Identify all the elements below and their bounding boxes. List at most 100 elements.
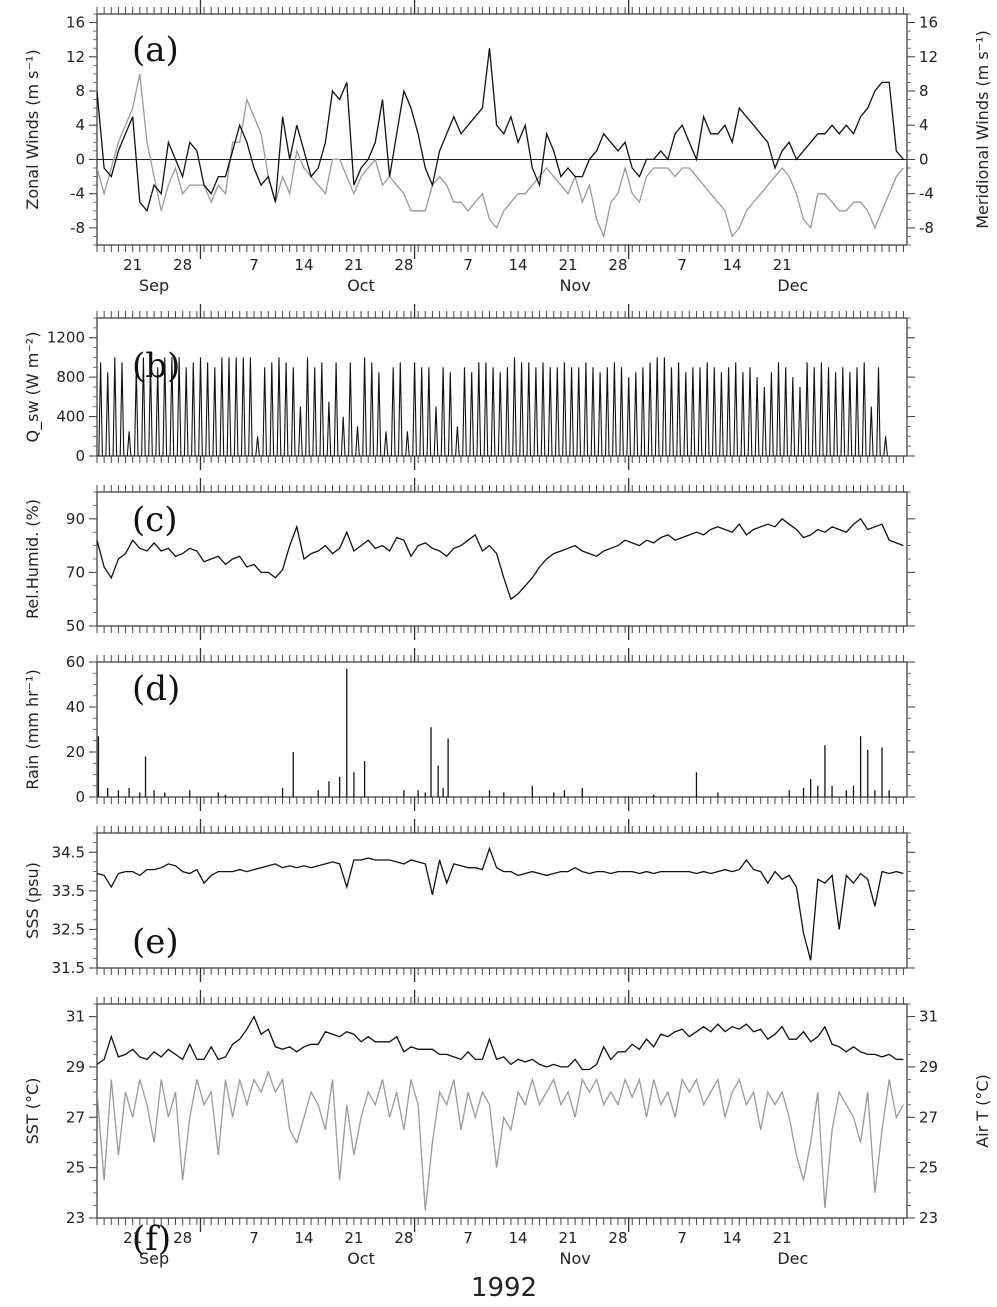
y-tick-label: 90	[66, 510, 85, 528]
day-ticks	[96, 997, 904, 1225]
month-label: Sep	[139, 1249, 169, 1268]
y-tick-label: 4	[75, 116, 85, 134]
day-tick-label: 7	[249, 256, 259, 274]
day-tick-label: 21	[558, 256, 577, 274]
y-axis-title: Rel.Humid. (%)	[23, 499, 42, 619]
day-ticks	[96, 7, 904, 252]
y2-tick-label: -4	[919, 185, 934, 203]
y-tick-label: -8	[70, 219, 85, 237]
y-tick-label: 0	[75, 150, 85, 168]
y2-tick-label: 31	[919, 1008, 938, 1026]
y2-tick-label: 25	[919, 1159, 938, 1177]
day-tick-label: 14	[723, 256, 742, 274]
month-label: Oct	[347, 276, 375, 295]
panel-c: 50 70 90 Rel.Humid. (%) (c)	[23, 478, 915, 640]
y-axis-title: Zonal Winds (m s⁻¹)	[23, 49, 42, 209]
y2-tick-label: 27	[919, 1108, 938, 1126]
y-tick-label: 27	[66, 1108, 85, 1126]
panel-label: (c)	[132, 500, 178, 540]
plot-area	[97, 668, 890, 797]
day-tick-label: 14	[509, 1229, 528, 1247]
day-tick-label: 7	[463, 1229, 473, 1247]
series-line-primary	[97, 48, 904, 213]
day-tick-label: 21	[558, 1229, 577, 1247]
y2-tick-label: 23	[919, 1209, 938, 1227]
day-ticks	[96, 655, 904, 804]
y-tick-label: 70	[66, 563, 85, 581]
y-tick-label: 33.5	[52, 882, 85, 900]
month-label: Sep	[139, 276, 169, 295]
panel-f: 23 23 25 25 27 27 29 29 31 31 SST (°C) Air T (°C) (f…	[23, 990, 992, 1268]
y-tick-label: 1200	[47, 329, 85, 347]
month-label: Nov	[560, 1249, 591, 1268]
y-tick-label: 0	[75, 788, 85, 806]
panel-a: -8 -8 -4 -4 0 0 4 4 8 8 12 12 16 16 Zonal Winds (m s⁻¹…	[23, 0, 992, 295]
y-tick-label: 16	[66, 14, 85, 32]
plot-frame	[96, 661, 908, 798]
y2-tick-label: 16	[919, 14, 938, 32]
plot-frame	[96, 832, 908, 969]
y2-axis-title: Air T (°C)	[973, 1074, 992, 1148]
year-label: 1992	[471, 1273, 537, 1303]
y-axis-title: Rain (mm hr⁻¹)	[23, 669, 42, 790]
day-tick-label: 28	[394, 1229, 413, 1247]
y-tick-label: 34.5	[52, 843, 85, 861]
series-line-primary	[97, 846, 904, 961]
solar-radiation-line	[97, 357, 888, 456]
month-label: Dec	[777, 1249, 808, 1268]
panel-label: (b)	[132, 346, 180, 386]
month-label: Dec	[777, 276, 808, 295]
day-tick-label: 14	[294, 1229, 313, 1247]
day-tick-label: 28	[173, 1229, 192, 1247]
panel-d: 0 20 40 60 Rain (mm hr⁻¹) (d)	[23, 648, 915, 811]
plot-area	[97, 48, 904, 239]
panel-label: (d)	[132, 669, 180, 709]
y-tick-label: 25	[66, 1159, 85, 1177]
panel-label: (e)	[132, 922, 179, 962]
y-tick-label: 29	[66, 1058, 85, 1076]
y2-tick-label: 8	[919, 82, 929, 100]
y-axis-title: SSS (psu)	[23, 862, 42, 939]
day-ticks	[96, 485, 904, 633]
y2-tick-label: -8	[919, 219, 934, 237]
plot-frame	[96, 1003, 908, 1219]
series-line-secondary	[97, 73, 904, 239]
day-tick-label: 7	[249, 1229, 259, 1247]
y2-tick-label: 0	[919, 150, 929, 168]
y-tick-label: 12	[66, 48, 85, 66]
y-tick-label: 400	[56, 408, 85, 426]
day-tick-label: 7	[677, 1229, 687, 1247]
y-axis-title: Q_sw (W m⁻²)	[23, 332, 43, 443]
panel-e: 31.5 32.5 33.5 34.5 SSS (psu) (e)	[23, 819, 915, 982]
month-label: Oct	[347, 1249, 375, 1268]
y-tick-label: 20	[66, 743, 85, 761]
y-tick-label: 31	[66, 1008, 85, 1026]
day-tick-label: 21	[344, 256, 363, 274]
y-tick-label: 0	[75, 447, 85, 465]
plot-area	[97, 1015, 904, 1211]
series-line-primary	[97, 517, 904, 601]
day-tick-label: 28	[173, 256, 192, 274]
y-tick-label: 50	[66, 617, 85, 635]
day-tick-label: 14	[294, 256, 313, 274]
panel-label: (a)	[132, 30, 179, 70]
y-tick-label: 40	[66, 698, 85, 716]
panels-group: -8 -8 -4 -4 0 0 4 4 8 8 12 12 16 16 Zonal Winds (m s⁻¹…	[23, 0, 992, 1268]
series-line-primary	[97, 1015, 904, 1071]
y2-axis-title: Meridional Winds (m s⁻¹)	[973, 30, 992, 229]
day-tick-label: 28	[608, 1229, 627, 1247]
day-tick-label: 7	[677, 256, 687, 274]
y-tick-label: 800	[56, 368, 85, 386]
day-tick-label: 21	[123, 256, 142, 274]
y-tick-label: 31.5	[52, 959, 85, 977]
y-tick-label: 32.5	[52, 920, 85, 938]
y-tick-label: -4	[70, 185, 85, 203]
plot-area	[97, 357, 888, 456]
day-tick-label: 14	[723, 1229, 742, 1247]
day-ticks	[96, 826, 904, 975]
day-tick-label: 28	[394, 256, 413, 274]
y-tick-label: 8	[75, 82, 85, 100]
panel-label: (f)	[132, 1219, 171, 1259]
